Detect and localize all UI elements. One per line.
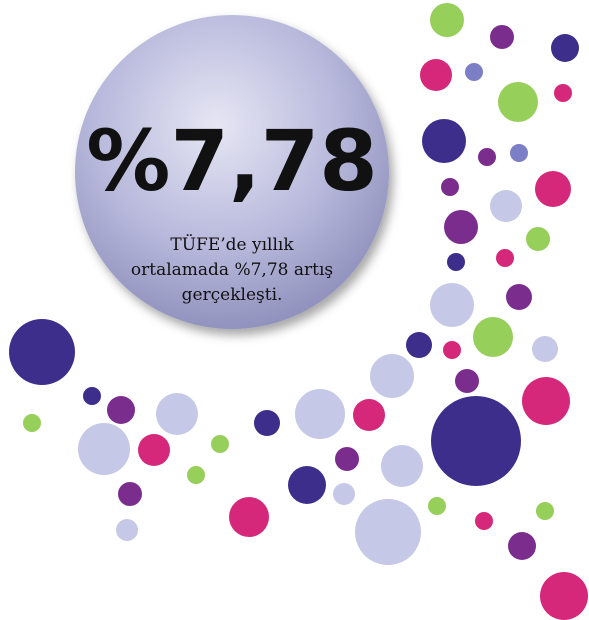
dot: [229, 497, 269, 537]
dot: [9, 319, 75, 385]
headline: %7,78: [86, 112, 377, 210]
dot: [422, 119, 466, 163]
dot: [430, 3, 464, 37]
dot: [465, 63, 483, 81]
dot: [444, 210, 478, 244]
dot: [478, 148, 496, 166]
dot: [526, 227, 550, 251]
dot: [490, 190, 522, 222]
dot: [431, 396, 521, 486]
dot: [475, 512, 493, 530]
dot: [554, 84, 572, 102]
dot: [508, 532, 536, 560]
dot: [540, 572, 588, 620]
dot: [187, 466, 205, 484]
dot: [288, 466, 326, 504]
dot: [381, 445, 423, 487]
dot: [138, 434, 170, 466]
dot: [428, 497, 446, 515]
dot: [156, 393, 198, 435]
dot: [551, 34, 579, 62]
dot: [522, 377, 570, 425]
caption-line: TÜFE’de yıllık: [170, 234, 294, 255]
dot: [333, 483, 355, 505]
infographic: %7,78 TÜFE’de yıllık ortalamada %7,78 ar…: [0, 0, 589, 620]
dot: [353, 399, 385, 431]
dot: [532, 336, 558, 362]
dot: [443, 341, 461, 359]
dot: [510, 144, 528, 162]
dot: [23, 414, 41, 432]
dot: [254, 410, 280, 436]
dot: [536, 502, 554, 520]
dot: [78, 423, 130, 475]
dot: [506, 284, 532, 310]
dot: [441, 178, 459, 196]
dot: [107, 396, 135, 424]
dot: [335, 447, 359, 471]
dot: [370, 354, 414, 398]
dot: [116, 519, 138, 541]
dot: [355, 499, 421, 565]
dot: [406, 332, 432, 358]
dot: [498, 82, 538, 122]
dot: [295, 389, 345, 439]
dot: [535, 171, 571, 207]
dot: [473, 317, 513, 357]
dot: [118, 482, 142, 506]
dot: [490, 25, 514, 49]
dot: [211, 435, 229, 453]
dot: [430, 283, 474, 327]
caption-line: gerçekleşti.: [182, 285, 283, 305]
dot: [420, 59, 452, 91]
dot: [447, 253, 465, 271]
caption-line: ortalamada %7,78 artış: [131, 260, 333, 280]
dot: [83, 387, 101, 405]
dot: [455, 369, 479, 393]
dot: [496, 249, 514, 267]
